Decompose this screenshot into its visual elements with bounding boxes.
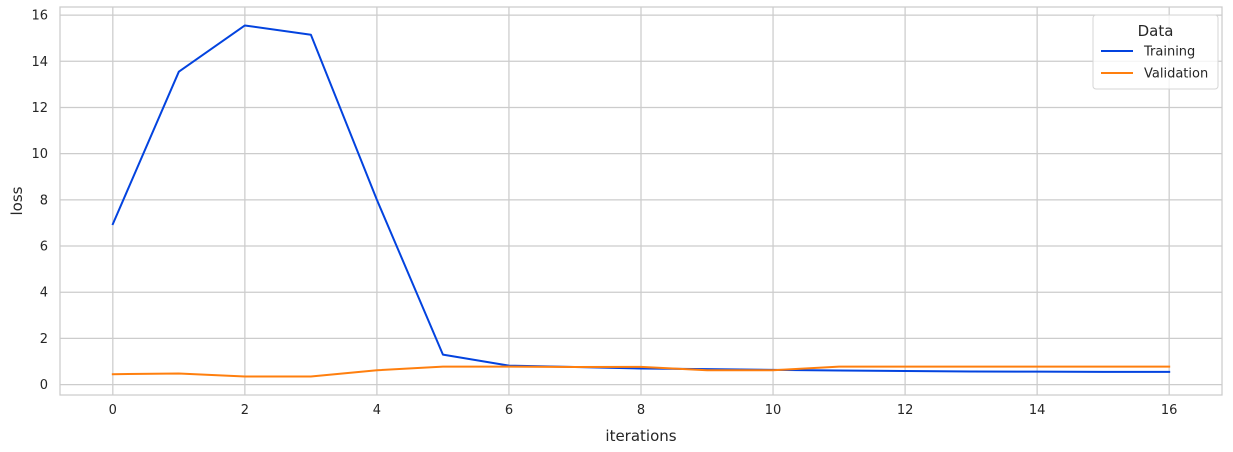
x-axis-title: iterations — [605, 427, 676, 445]
y-tick-label: 12 — [31, 101, 48, 116]
y-tick-label: 2 — [40, 332, 48, 347]
x-tick-label: 12 — [897, 403, 914, 418]
series-line-training — [111, 24, 1171, 373]
y-tick-label: 0 — [40, 378, 48, 393]
y-tick-label: 6 — [40, 240, 48, 255]
x-tick-label: 16 — [1161, 403, 1178, 418]
legend-box — [1092, 14, 1219, 90]
series-lines — [111, 24, 1171, 378]
legend-label-training: Training — [1143, 45, 1195, 60]
x-tick-label: 6 — [505, 403, 513, 418]
x-tick-label: 14 — [1029, 403, 1046, 418]
legend: Data Training Validation — [1092, 14, 1219, 90]
x-tick-label: 0 — [109, 403, 117, 418]
x-tick-label: 2 — [241, 403, 249, 418]
x-tick-labels: 0 2 4 6 8 10 12 14 16 — [109, 403, 1178, 418]
x-tick-label: 8 — [637, 403, 645, 418]
y-tick-label: 16 — [31, 9, 48, 24]
series-line-validation — [111, 365, 1171, 378]
x-tick-label: 4 — [373, 403, 381, 418]
y-tick-label: 10 — [31, 147, 48, 162]
y-axis-title: loss — [8, 186, 26, 215]
legend-title: Data — [1138, 22, 1174, 40]
y-tick-label: 14 — [31, 55, 48, 70]
legend-label-validation: Validation — [1144, 67, 1208, 82]
x-tick-label: 10 — [765, 403, 782, 418]
y-tick-labels: 0 2 4 6 8 10 12 14 16 — [31, 9, 48, 394]
y-tick-label: 4 — [40, 286, 48, 301]
plot-frame — [59, 6, 1223, 396]
y-tick-label: 8 — [40, 193, 48, 208]
